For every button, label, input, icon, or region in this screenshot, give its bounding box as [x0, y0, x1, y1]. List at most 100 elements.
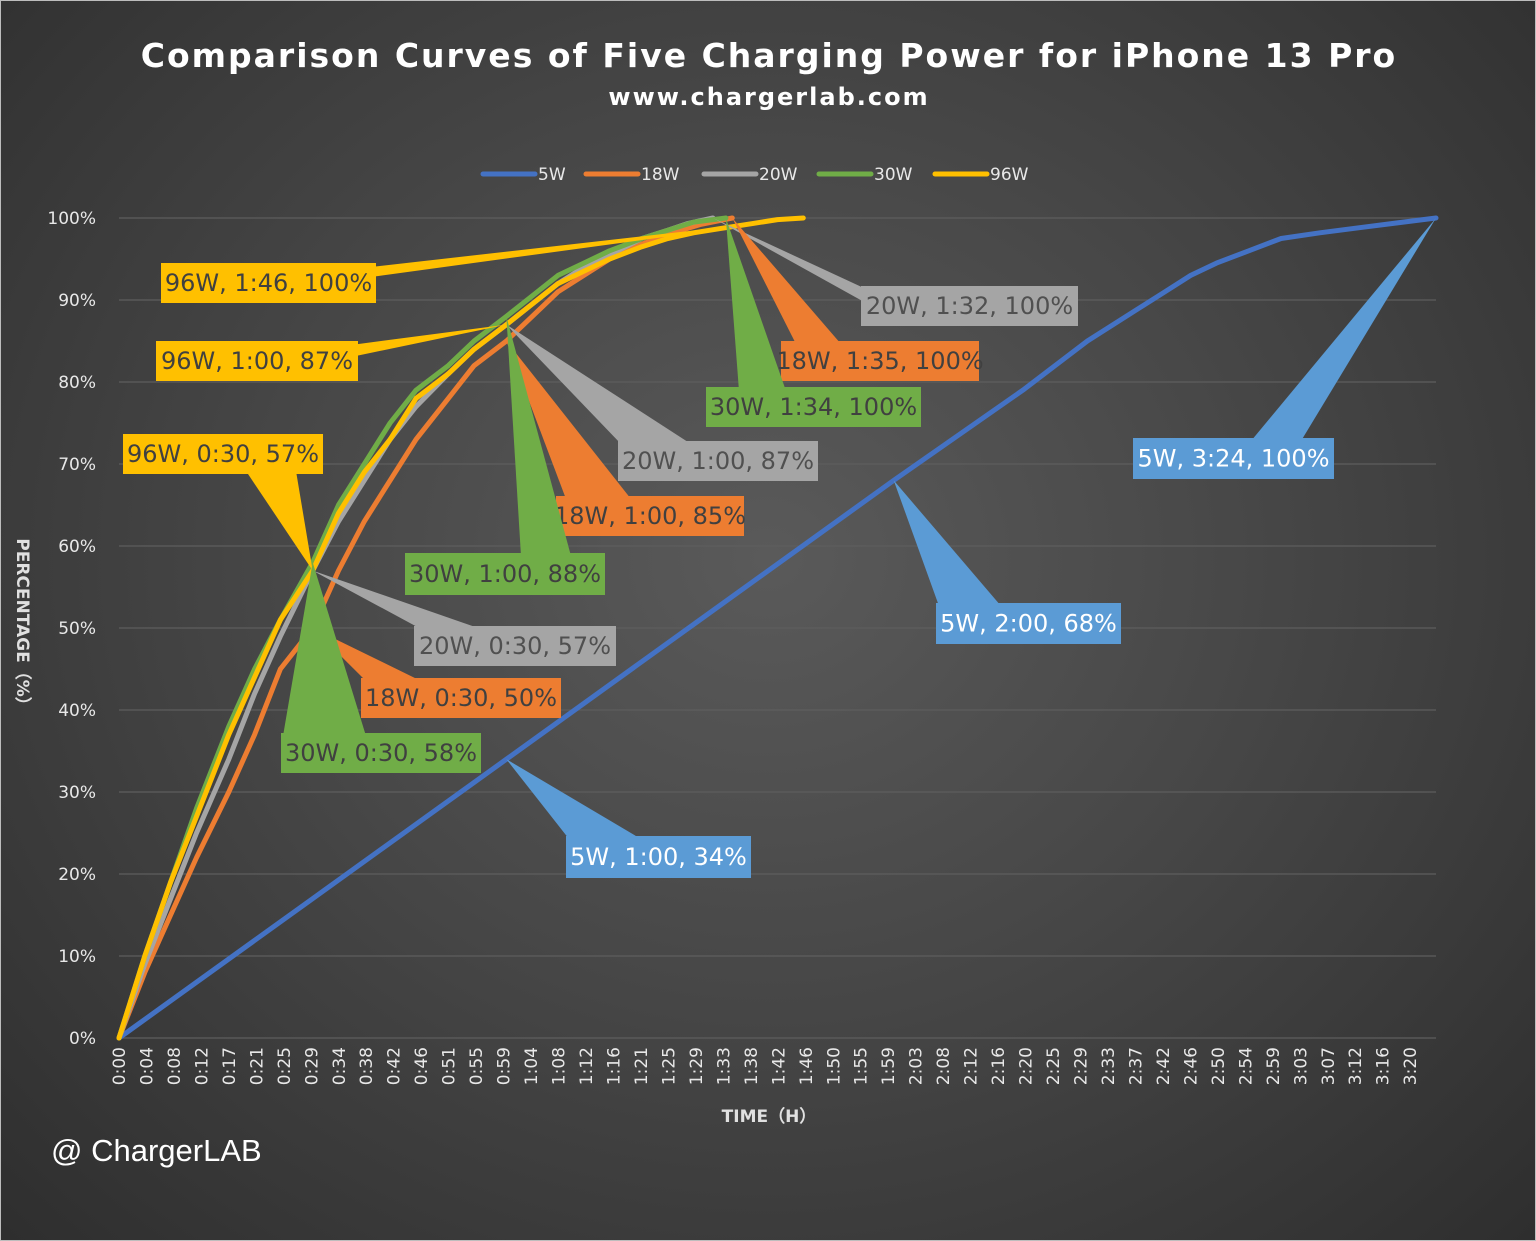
x-tick-label: 1:12 — [577, 1047, 597, 1085]
callout-pointer — [246, 471, 313, 571]
x-tick-label: 2:33 — [1099, 1047, 1119, 1085]
callout-label: 18W, 1:00, 85% — [554, 502, 746, 530]
callout-pointer — [725, 218, 786, 391]
x-tick-label: 0:12 — [192, 1047, 212, 1085]
x-tick-label: 0:04 — [137, 1047, 157, 1085]
x-tick-label: 0:21 — [247, 1047, 267, 1085]
x-axis-ticks: 0:00 0:04 0:08 0:12 0:17 0:21 0:25 0:29 0:34 0:38… — [110, 1047, 1421, 1085]
callout-label: 30W, 1:34, 100% — [710, 393, 917, 421]
x-tick-label: 3:03 — [1291, 1047, 1311, 1085]
callout-box — [156, 341, 358, 381]
x-tick-label: 0:25 — [275, 1047, 295, 1085]
x-tick-label: 1:42 — [769, 1047, 789, 1085]
callout: 30W, 0:30, 58% — [281, 562, 481, 773]
x-tick-label: 2:25 — [1044, 1047, 1064, 1085]
callout-box — [161, 263, 376, 303]
watermark: @ ChargerLAB — [51, 1133, 262, 1168]
y-tick-label: 10% — [58, 947, 96, 967]
y-tick-label: 60% — [58, 537, 96, 557]
callout-pointer — [506, 759, 641, 839]
callout-pointer — [312, 570, 481, 629]
x-tick-label: 0:29 — [302, 1047, 322, 1085]
callout-box — [706, 387, 921, 427]
legend: 5W 18W 20W 30W 96W — [480, 165, 1029, 185]
callout-pointer — [506, 324, 691, 444]
legend-label: 96W — [990, 165, 1029, 185]
callout-pointer — [1251, 218, 1436, 441]
callout-label: 30W, 1:00, 88% — [409, 560, 601, 588]
callout-box — [281, 733, 481, 773]
y-tick-label: 100% — [47, 209, 96, 229]
x-tick-label: 3:12 — [1346, 1047, 1366, 1085]
y-tick-label: 90% — [58, 291, 96, 311]
callout-box — [936, 603, 1121, 644]
x-tick-label: 3:20 — [1401, 1047, 1421, 1085]
callout: 30W, 1:00, 88% — [405, 316, 605, 595]
callout-label: 20W, 1:00, 87% — [622, 447, 814, 475]
x-tick-label: 1:46 — [797, 1047, 817, 1085]
callout: 30W, 1:34, 100% — [706, 218, 921, 427]
legend-label: 30W — [874, 165, 913, 185]
y-axis-label: PERCENTAGE（%） — [12, 538, 33, 714]
callout: 96W, 0:30, 57% — [123, 434, 323, 571]
x-tick-label: 1:08 — [550, 1047, 570, 1085]
x-tick-label: 2:46 — [1181, 1047, 1201, 1085]
series-line-20w — [116, 215, 716, 1041]
callout-box — [861, 286, 1078, 326]
callout-pointer — [506, 341, 631, 499]
y-tick-label: 20% — [58, 865, 96, 885]
x-axis-label: TIME（H） — [722, 1106, 817, 1127]
x-tick-label: 0:17 — [220, 1047, 240, 1085]
legend-label: 5W — [538, 165, 566, 185]
callout-label: 5W, 1:00, 34% — [570, 843, 747, 871]
x-tick-label: 2:37 — [1126, 1047, 1146, 1085]
callout-label: 20W, 0:30, 57% — [419, 632, 611, 660]
callout-box — [414, 626, 616, 666]
x-tick-label: 1:33 — [714, 1047, 734, 1085]
legend-label: 20W — [759, 165, 798, 185]
x-tick-label: 0:55 — [467, 1047, 487, 1085]
x-tick-label: 2:50 — [1209, 1047, 1229, 1085]
callout: 18W, 1:35, 100% — [732, 218, 984, 381]
callout-box — [618, 441, 818, 481]
x-tick-label: 1:25 — [659, 1047, 679, 1085]
callout-pointer — [712, 218, 866, 303]
callout-box — [556, 496, 744, 536]
series-lines — [116, 215, 1439, 1041]
legend-item-20w: 20W — [701, 165, 798, 185]
x-tick-label: 1:50 — [824, 1047, 844, 1085]
x-tick-label: 0:08 — [165, 1047, 185, 1085]
x-tick-label: 0:42 — [385, 1047, 405, 1085]
data-callouts: 96W, 1:46, 100% 96W, 1:00, 87% 96W, 0:30, … — [123, 218, 1436, 878]
x-tick-label: 0:51 — [440, 1047, 460, 1085]
x-tick-label: 0:34 — [330, 1047, 350, 1085]
x-tick-label: 3:16 — [1374, 1047, 1394, 1085]
callout-label: 5W, 3:24, 100% — [1137, 445, 1329, 473]
callout-pointer — [312, 628, 421, 681]
x-tick-label: 1:38 — [742, 1047, 762, 1085]
x-tick-label: 0:00 — [110, 1047, 130, 1085]
x-tick-label: 0:46 — [412, 1047, 432, 1085]
x-tick-label: 1:29 — [687, 1047, 707, 1085]
x-tick-label: 2:42 — [1154, 1047, 1174, 1085]
y-tick-label: 70% — [58, 455, 96, 475]
chart-title: Comparison Curves of Five Charging Power… — [141, 36, 1397, 75]
x-tick-label: 1:59 — [879, 1047, 899, 1085]
callout-pointer — [351, 324, 507, 357]
legend-item-18w: 18W — [583, 165, 680, 185]
callout-label: 30W, 0:30, 58% — [285, 739, 477, 767]
y-axis-ticks: 0% 10% 20% 30% 40% 50% 60% 70% 80% 90% 100% — [47, 209, 96, 1049]
y-tick-label: 30% — [58, 783, 96, 803]
x-tick-label: 2:54 — [1236, 1047, 1256, 1085]
callout-label: 5W, 2:00, 68% — [940, 610, 1117, 638]
series-line-5w — [116, 215, 1439, 1041]
series-line-96w — [116, 215, 806, 1041]
callout-pointer — [506, 316, 571, 556]
callout-box — [781, 341, 979, 381]
x-tick-label: 1:55 — [852, 1047, 872, 1085]
x-tick-label: 2:12 — [962, 1047, 982, 1085]
x-tick-label: 3:07 — [1319, 1047, 1339, 1085]
legend-item-30w: 30W — [816, 165, 913, 185]
y-tick-label: 50% — [58, 619, 96, 639]
